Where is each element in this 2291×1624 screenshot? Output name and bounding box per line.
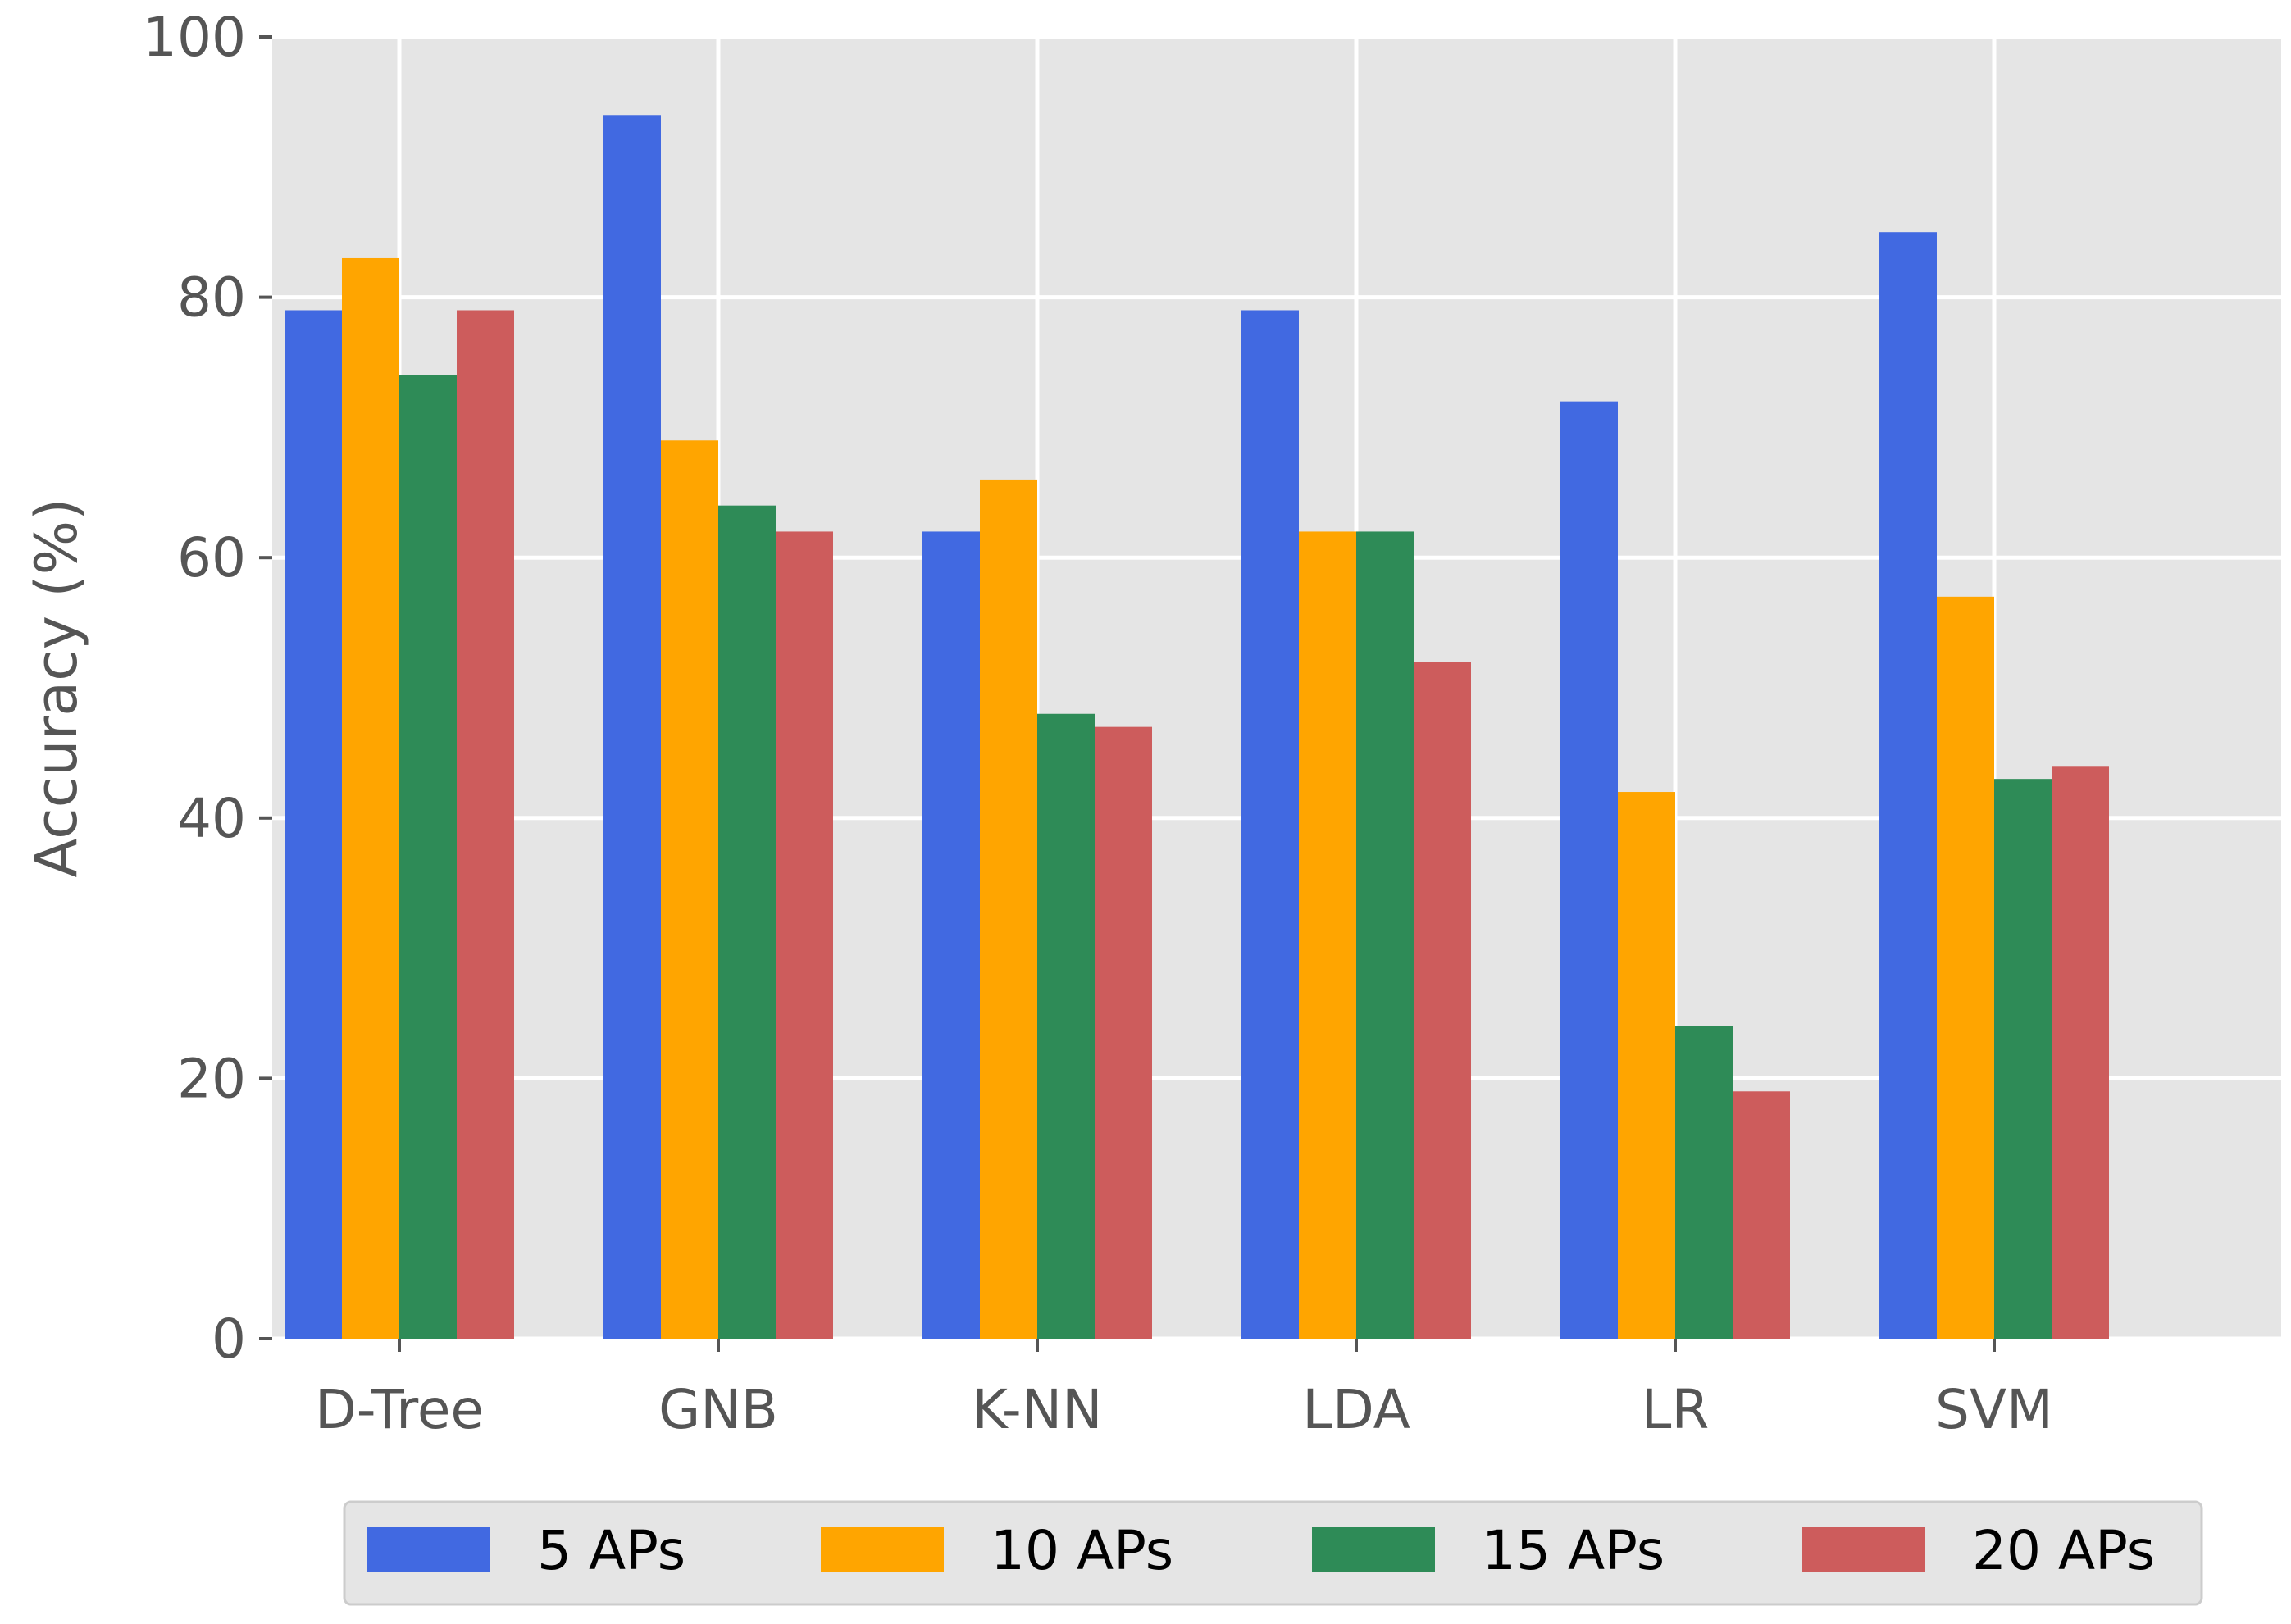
y-tick-label: 100 (143, 6, 246, 69)
y-tick-label: 20 (177, 1047, 246, 1110)
bar-15-aps-k-nn (1037, 713, 1095, 1339)
x-tick-label: GNB (658, 1378, 778, 1441)
bars (285, 115, 2109, 1340)
y-tick-label: 80 (177, 266, 246, 330)
bar-5-aps-k-nn (922, 531, 980, 1339)
bar-5-aps-gnb (603, 115, 661, 1339)
x-tick-label: D-Tree (315, 1378, 484, 1441)
y-tick-label: 40 (177, 787, 246, 850)
bar-15-aps-lr (1675, 1026, 1733, 1339)
bar-15-aps-d-tree (399, 375, 457, 1339)
bar-20-aps-lda (1414, 662, 1471, 1339)
bar-10-aps-lda (1299, 531, 1356, 1339)
legend-swatch (1802, 1527, 1925, 1572)
legend-label: 15 APs (1482, 1519, 1665, 1582)
bar-10-aps-svm (1937, 596, 1994, 1339)
bar-20-aps-d-tree (457, 310, 514, 1340)
y-tick-label: 0 (212, 1308, 246, 1371)
bar-10-aps-k-nn (980, 479, 1037, 1340)
legend-swatch (367, 1527, 490, 1572)
bar-20-aps-gnb (776, 531, 833, 1339)
bar-5-aps-lr (1560, 401, 1618, 1339)
x-tick-label: LR (1642, 1378, 1710, 1441)
legend-swatch (1312, 1527, 1435, 1572)
bar-20-aps-k-nn (1095, 726, 1152, 1339)
x-tick-label: K-NN (972, 1378, 1103, 1441)
legend-label: 20 APs (1972, 1519, 2155, 1582)
bar-10-aps-lr (1618, 792, 1675, 1339)
y-tick-label: 60 (177, 526, 246, 589)
bar-15-aps-gnb (718, 505, 776, 1339)
x-tick-label: LDA (1302, 1378, 1410, 1441)
legend-label: 10 APs (991, 1519, 1173, 1582)
bar-20-aps-lr (1733, 1091, 1790, 1339)
axes: 0 20 40 60 80 100 D-Tree GNB K-NN LDA LR SVM (143, 6, 2053, 1441)
bar-5-aps-d-tree (285, 310, 342, 1340)
y-axis-label: Accuracy (%) (23, 498, 90, 878)
bar-20-aps-svm (2052, 766, 2109, 1339)
bar-15-aps-lda (1356, 531, 1414, 1339)
x-tick-label: SVM (1935, 1378, 2053, 1441)
bar-10-aps-gnb (661, 440, 718, 1339)
legend-swatch (821, 1527, 944, 1572)
bar-15-aps-svm (1994, 779, 2052, 1339)
bar-5-aps-svm (1879, 232, 1937, 1340)
legend: 5 APs 10 APs 15 APs 20 APs (343, 1500, 2203, 1606)
bar-10-aps-d-tree (342, 257, 399, 1340)
legend-box (343, 1500, 2203, 1606)
legend-label: 5 APs (537, 1519, 685, 1582)
bar-5-aps-lda (1241, 310, 1299, 1340)
